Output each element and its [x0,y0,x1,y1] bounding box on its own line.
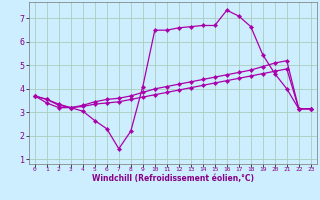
X-axis label: Windchill (Refroidissement éolien,°C): Windchill (Refroidissement éolien,°C) [92,174,254,183]
